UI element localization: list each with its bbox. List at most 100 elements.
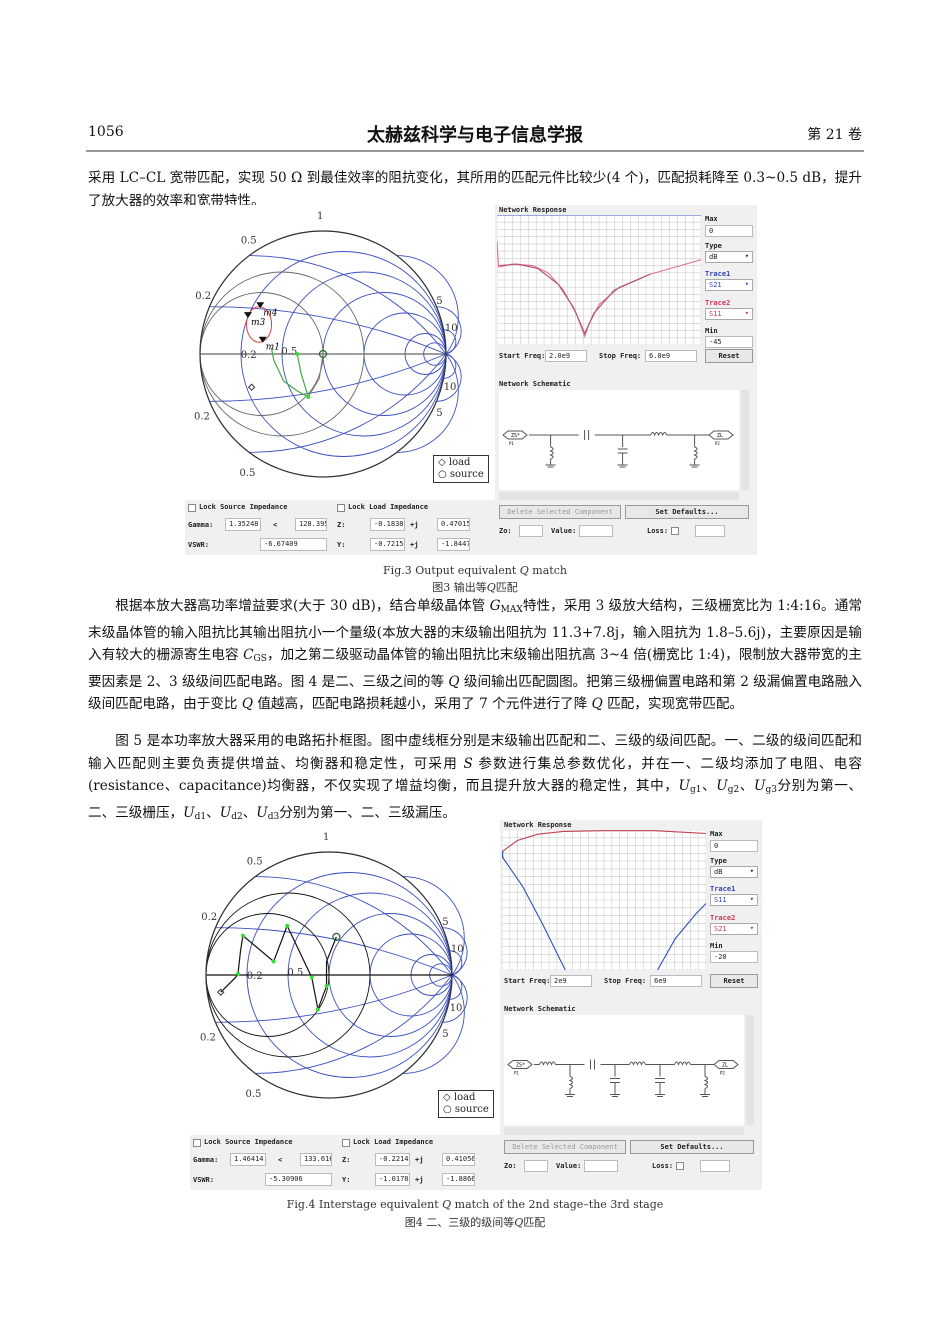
port-icon[interactable] — [502, 430, 528, 440]
matching-trace — [307, 353, 324, 398]
value-field[interactable] — [579, 525, 613, 537]
port-number: P2 — [715, 441, 720, 446]
paragraph: 采用 LC–CL 宽带匹配，实现 50 Ω 到最佳效率的阻抗变化，其所用的匹配元… — [88, 167, 862, 212]
legend-item: ◇ load — [438, 457, 484, 469]
lock-load-checkbox[interactable] — [337, 504, 345, 512]
series-inductor-icon[interactable] — [539, 1061, 556, 1068]
set-defaults-button[interactable]: Set Defaults... — [625, 505, 749, 519]
y-imag-field[interactable]: -1.84476 — [437, 538, 470, 551]
start-freq-field[interactable]: 2.0e9 — [545, 350, 587, 362]
vertical-scrollbar[interactable] — [746, 1015, 754, 1125]
shunt-inductor-icon[interactable] — [700, 1064, 710, 1097]
z-real-field[interactable]: -0.22149 — [375, 1153, 410, 1166]
shunt-inductor-icon[interactable] — [689, 435, 700, 468]
delete-selected-component-button[interactable]: Delete Selected Component — [504, 1140, 626, 1154]
response-curve-s11 — [502, 850, 566, 970]
gamma-angle-field[interactable]: 128.395 — [295, 518, 327, 531]
series-inductor-icon[interactable] — [629, 1061, 646, 1068]
port-icon[interactable] — [713, 1060, 739, 1069]
loss-field[interactable] — [700, 1160, 730, 1172]
horizontal-scrollbar[interactable] — [499, 492, 739, 500]
figure-caption-zh: 图3 输出等Q匹配 — [0, 579, 950, 595]
set-defaults-button[interactable]: Set Defaults... — [630, 1140, 754, 1154]
text-run: U — [183, 804, 195, 821]
shunt-capacitor-icon[interactable] — [617, 435, 628, 468]
loss-checkbox[interactable] — [676, 1162, 684, 1170]
shunt-capacitor-icon[interactable] — [610, 1064, 620, 1097]
min-field[interactable]: -45 — [705, 336, 753, 348]
y-real-field[interactable]: -1.01780 — [375, 1173, 410, 1186]
marker-triangle — [243, 312, 252, 319]
vswr-field[interactable]: -5.30906 — [265, 1173, 332, 1186]
z-real-field[interactable]: -0.18389 — [370, 518, 405, 531]
figure-caption-zh: 图4 二、三级的级间等Q匹配 — [0, 1214, 950, 1230]
vertical-scrollbar[interactable] — [741, 390, 749, 490]
shunt-inductor-icon[interactable] — [565, 1064, 575, 1097]
shunt-capacitor-icon[interactable] — [655, 1064, 665, 1097]
z-imag-field[interactable]: 0.41056 — [442, 1153, 475, 1166]
caption-text: 匹配 — [495, 581, 518, 594]
legend-item: ◇ load — [443, 1092, 489, 1104]
y-label: Y: — [342, 1176, 351, 1184]
stop-freq-field[interactable]: 6e9 — [650, 975, 702, 987]
reactance-arc — [402, 974, 465, 1074]
loss-field[interactable] — [695, 525, 725, 537]
max-label: Max — [710, 830, 723, 838]
z-imag-field[interactable]: 0.47015 — [437, 518, 470, 531]
delete-selected-component-button[interactable]: Delete Selected Component — [499, 505, 621, 519]
type-select[interactable]: dB — [710, 866, 758, 878]
journal-title: 太赫兹科学与电子信息学报 — [367, 125, 583, 146]
caption-text: 匹配 — [523, 1216, 546, 1229]
zo-label: Zo: — [499, 527, 512, 535]
port-icon[interactable] — [708, 430, 734, 440]
trace1-select[interactable]: S11 — [710, 894, 758, 906]
horizontal-scrollbar[interactable] — [504, 1127, 744, 1135]
trace2-select[interactable]: S21 — [710, 923, 758, 935]
lock-source-checkbox[interactable] — [193, 1139, 201, 1147]
series-inductor-icon[interactable] — [650, 432, 668, 438]
component-node-dot — [235, 971, 240, 976]
lock-load-checkbox[interactable] — [342, 1139, 350, 1147]
series-capacitor-icon[interactable] — [578, 430, 595, 440]
series-capacitor-icon[interactable] — [584, 1059, 601, 1070]
subscript-text: GS — [253, 654, 267, 664]
y-imag-field[interactable]: -1.88662 — [442, 1173, 475, 1186]
text-run: Q — [241, 696, 254, 712]
loss-checkbox[interactable] — [671, 527, 679, 535]
network-schematic: ZS* P1 ZL P2 — [499, 390, 739, 490]
value-field[interactable] — [584, 1160, 618, 1172]
port-icon[interactable] — [507, 1060, 533, 1069]
caption-text: Q — [486, 581, 496, 594]
legend-label: source — [449, 469, 484, 480]
reset-button[interactable]: Reset — [705, 349, 753, 363]
zo-field[interactable] — [524, 1160, 548, 1172]
trace1-select[interactable]: S21 — [705, 279, 753, 291]
smith-tick-label: 1 — [317, 211, 323, 222]
caption-text: Q — [442, 1198, 452, 1211]
lock-source-checkbox[interactable] — [188, 504, 196, 512]
gamma-magnitude-field[interactable]: 1.35248 — [225, 518, 261, 531]
vswr-field[interactable]: -6.67409 — [260, 538, 327, 551]
shunt-inductor-icon[interactable] — [545, 435, 556, 468]
component-node-dot — [240, 933, 245, 938]
trace2-label: Trace2 — [705, 299, 731, 307]
gamma-label: Gamma: — [188, 521, 214, 529]
legend-item: ○ source — [443, 1104, 489, 1116]
start-freq-field[interactable]: 2e9 — [550, 975, 592, 987]
series-inductor-icon[interactable] — [674, 1061, 691, 1068]
zo-field[interactable] — [519, 525, 543, 537]
max-field[interactable]: 0 — [710, 840, 758, 852]
y-real-field[interactable]: -0.72155 — [370, 538, 405, 551]
max-field[interactable]: 0 — [705, 225, 753, 237]
min-field[interactable]: -20 — [710, 951, 758, 963]
stop-freq-field[interactable]: 6.0e9 — [645, 350, 697, 362]
trace2-select[interactable]: S11 — [705, 308, 753, 320]
source-icon: ○ — [438, 469, 450, 480]
reset-button[interactable]: Reset — [710, 974, 758, 988]
type-select[interactable]: dB — [705, 251, 753, 263]
gamma-magnitude-field[interactable]: 1.46414 — [230, 1153, 266, 1166]
load-point-icon — [217, 988, 225, 996]
figure-caption-en: Fig.3 Output equivalent Q match — [0, 564, 950, 577]
gamma-angle-field[interactable]: 133.616 — [300, 1153, 332, 1166]
